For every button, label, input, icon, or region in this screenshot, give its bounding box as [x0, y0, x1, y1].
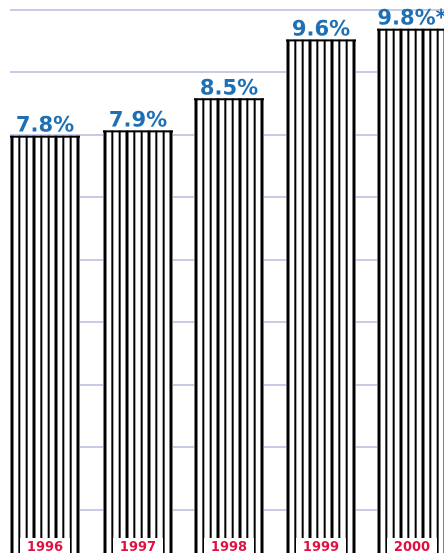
bar-stripe — [294, 39, 297, 553]
year-label-box — [296, 538, 346, 553]
bar-1996 — [10, 135, 80, 553]
bar-stripe — [407, 28, 410, 553]
bar-stripe — [10, 135, 14, 553]
bar-stripe — [224, 98, 227, 553]
bar-background — [103, 130, 173, 553]
bar-stripe — [436, 28, 439, 553]
value-label: 7.9% — [109, 107, 167, 131]
bar-background — [10, 135, 80, 553]
bar-stripe — [392, 28, 395, 553]
value-label: 9.6% — [292, 16, 350, 40]
year-label: 1997 — [120, 540, 156, 553]
bar-background — [286, 39, 356, 553]
bar-stripe — [69, 135, 72, 553]
bar-top — [103, 130, 173, 133]
labels: 1996 7.8% 1997 7.9% 1998 8.5% 1999 9.6% 2000 9.8%… — [16, 6, 444, 553]
bar-stripe — [162, 130, 165, 553]
bar-stripe — [385, 28, 388, 553]
bar-stripe — [301, 39, 304, 553]
bar-background — [377, 28, 444, 553]
bar-stripe — [414, 28, 417, 553]
bar-background — [194, 98, 264, 553]
bar-stripe — [140, 130, 143, 553]
bar-stripe — [118, 130, 121, 553]
year-label: 2000 — [394, 540, 430, 553]
bar-stripe — [209, 98, 212, 553]
year-label-box — [113, 538, 163, 553]
bar-stripe — [155, 130, 158, 553]
bar-stripe — [54, 135, 58, 553]
bar-stripe — [18, 135, 21, 553]
value-label: 9.8%* — [377, 6, 444, 30]
bar-1998 — [194, 98, 264, 553]
year-label-box — [387, 538, 437, 553]
year-label: 1996 — [27, 540, 63, 553]
bar-stripe — [169, 130, 173, 553]
bar-stripe — [377, 28, 381, 553]
bar-stripe — [352, 39, 356, 553]
bar-stripe — [133, 130, 136, 553]
bar-2000 — [377, 28, 444, 553]
bar-stripe — [62, 135, 65, 553]
bar-stripe — [323, 39, 326, 553]
bar-top — [377, 28, 444, 31]
bar-stripe — [399, 28, 403, 553]
bar-stripe — [40, 135, 43, 553]
bar-stripe — [286, 39, 290, 553]
year-label-box — [20, 538, 70, 553]
bar-stripe — [429, 28, 432, 553]
bar-1999 — [286, 39, 356, 553]
bar-stripe — [316, 39, 319, 553]
value-label: 7.8% — [16, 113, 74, 137]
bar-stripe — [216, 98, 220, 553]
bar-stripe — [25, 135, 28, 553]
bar-stripe — [330, 39, 334, 553]
bar-stripe — [246, 98, 249, 553]
bar-stripe — [338, 39, 341, 553]
year-label: 1999 — [303, 540, 339, 553]
bars — [10, 28, 444, 553]
bar-top — [10, 135, 80, 138]
bar-stripe — [202, 98, 205, 553]
bar-stripe — [308, 39, 312, 553]
year-label: 1998 — [211, 540, 247, 553]
bar-stripe — [47, 135, 50, 553]
bar-stripe — [238, 98, 242, 553]
bar-stripe — [345, 39, 348, 553]
bar-stripe — [231, 98, 234, 553]
bar-stripe — [253, 98, 256, 553]
bar-stripe — [76, 135, 80, 553]
bar-stripe — [421, 28, 425, 553]
year-label-box — [204, 538, 254, 553]
bar-stripe — [111, 130, 114, 553]
bar-top — [194, 98, 264, 101]
value-label: 8.5% — [200, 75, 258, 99]
bar-1997 — [103, 130, 173, 553]
bar-stripe — [260, 98, 264, 553]
bar-stripe — [103, 130, 107, 553]
bar-top — [286, 39, 356, 42]
bar-stripe — [32, 135, 36, 553]
bar-stripe — [147, 130, 151, 553]
bar-stripe — [125, 130, 129, 553]
bar-stripe — [194, 98, 198, 553]
